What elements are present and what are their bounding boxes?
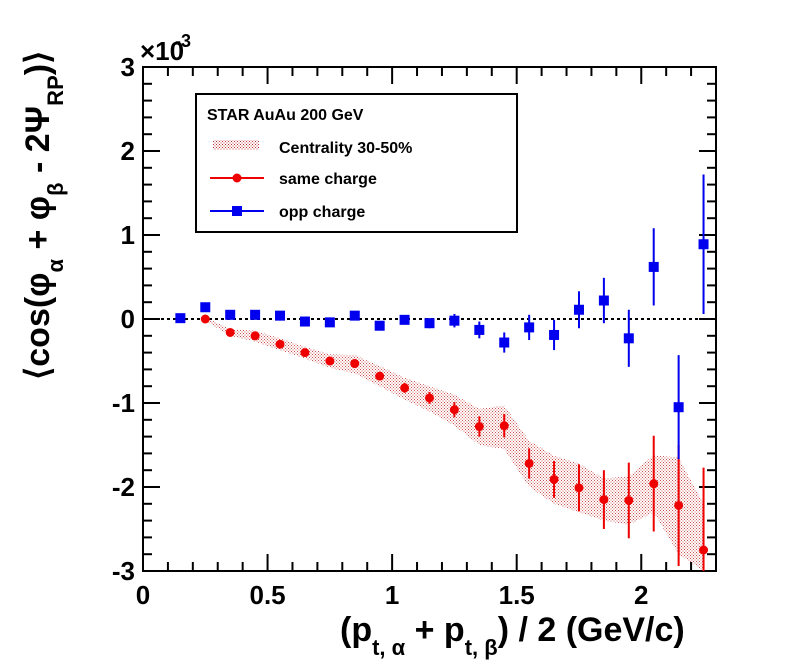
y-title-sub2: β — [43, 182, 68, 195]
y-multiplier-exponent: -3 — [175, 31, 191, 51]
x-tick-label: 2 — [634, 580, 648, 610]
legend: STAR AuAu 200 GeV Centrality 30-50% same… — [195, 93, 518, 233]
data-point — [648, 261, 659, 272]
series-opp-charge — [175, 174, 709, 460]
data-point — [449, 315, 460, 326]
data-point — [400, 383, 410, 393]
data-point — [399, 314, 410, 325]
data-point — [324, 317, 335, 328]
y-title-sub1: α — [43, 259, 68, 273]
x-title-part2: + p — [405, 611, 465, 649]
legend-same-marker — [232, 173, 242, 183]
y-tick-label: 3 — [121, 52, 135, 82]
data-point — [698, 239, 709, 250]
legend-band-label: Centrality 30-50% — [279, 140, 412, 157]
data-point — [425, 393, 434, 403]
data-point — [250, 331, 260, 341]
y-title-part3: - 2Ψ — [19, 106, 57, 183]
data-point — [374, 320, 385, 331]
data-point — [699, 545, 709, 555]
data-point — [300, 348, 310, 358]
data-point — [175, 313, 186, 324]
legend-band-swatch — [213, 140, 259, 150]
data-point — [623, 333, 634, 344]
data-point — [275, 339, 285, 349]
legend-opp-label: opp charge — [279, 204, 365, 221]
x-tick-label: 0 — [136, 580, 150, 610]
data-point — [349, 310, 360, 321]
data-point — [299, 316, 310, 327]
legend-opp-marker — [232, 206, 242, 216]
y-title-part1: ⟨cos(φ — [19, 273, 57, 381]
data-point — [524, 458, 534, 468]
data-point — [474, 422, 484, 432]
series-layer — [175, 174, 709, 571]
x-title-part1: (p — [340, 611, 372, 649]
data-point — [250, 309, 261, 320]
y-tick-label: 2 — [121, 136, 135, 166]
x-title-part3: ) / 2 (GeV/c) — [498, 611, 685, 649]
y-multiplier-base: ×10 — [140, 36, 184, 66]
y-title-sub3: RP — [43, 75, 68, 106]
x-axis-title: (pt, α + pt, β) / 2 (GeV/c) — [340, 611, 685, 660]
data-point — [624, 495, 634, 505]
data-point — [549, 474, 559, 484]
y-axis: -3 -2 -1 0 1 2 3 — [112, 52, 716, 586]
y-tick-label: -2 — [112, 472, 135, 502]
data-point — [599, 495, 609, 505]
data-point — [225, 327, 235, 337]
data-point — [350, 359, 360, 369]
data-point — [200, 302, 211, 313]
data-point — [499, 421, 509, 431]
y-title-part4: )⟩ — [19, 51, 57, 76]
data-point — [574, 483, 584, 493]
data-point — [225, 309, 236, 320]
data-point — [573, 304, 584, 315]
data-point — [674, 500, 684, 510]
legend-box — [195, 93, 518, 233]
x-tick-label: 1.5 — [499, 580, 535, 610]
series-same-charge — [200, 314, 709, 571]
data-point — [649, 479, 659, 489]
data-point — [325, 356, 335, 366]
data-point — [375, 371, 385, 381]
data-point — [449, 405, 459, 415]
y-title-part2: + φ — [19, 196, 57, 259]
data-point — [275, 310, 286, 321]
x-tick-label: 1 — [385, 580, 399, 610]
data-point — [499, 337, 510, 348]
data-point — [598, 295, 609, 306]
x-axis: 0 0.5 1 1.5 2 — [136, 67, 717, 610]
data-point — [474, 324, 485, 335]
data-point — [524, 322, 535, 333]
data-point — [200, 314, 210, 324]
data-point — [549, 329, 560, 340]
x-title-sub1: t, α — [372, 635, 406, 660]
legend-title: STAR AuAu 200 GeV — [207, 107, 364, 124]
y-tick-label: -3 — [112, 556, 135, 586]
y-tick-label: -1 — [112, 388, 135, 418]
y-axis-title: ⟨cos(φα + φβ - 2ΨRP)⟩ — [19, 51, 68, 380]
y-multiplier: ×10 -3 — [140, 31, 191, 66]
legend-same-label: same charge — [279, 171, 377, 188]
y-tick-label: 0 — [121, 304, 135, 334]
x-tick-label: 0.5 — [249, 580, 285, 610]
x-title-sub2: t, β — [465, 635, 498, 660]
y-tick-label: 1 — [121, 220, 135, 250]
data-point — [424, 318, 435, 329]
data-point — [673, 402, 684, 413]
